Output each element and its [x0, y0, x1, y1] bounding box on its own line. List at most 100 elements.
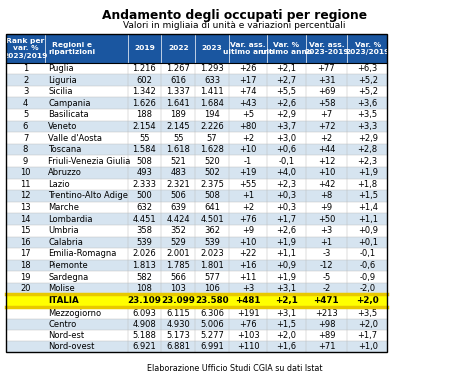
Text: +1: +1 [320, 238, 333, 247]
Text: 189: 189 [170, 110, 186, 119]
Text: +50: +50 [318, 215, 335, 224]
Text: Emilia-Romagna: Emilia-Romagna [48, 249, 117, 258]
Text: 4: 4 [23, 99, 28, 108]
Text: 1.216: 1.216 [133, 64, 156, 73]
Text: 493: 493 [136, 168, 152, 177]
Text: 616: 616 [170, 76, 186, 85]
Text: 23.580: 23.580 [195, 296, 229, 306]
Text: 5.188: 5.188 [133, 331, 156, 340]
Text: -0,6: -0,6 [360, 261, 376, 270]
Text: 3: 3 [23, 87, 28, 96]
Text: +76: +76 [239, 215, 257, 224]
Text: +55: +55 [239, 180, 257, 189]
Text: +1,7: +1,7 [358, 331, 378, 340]
Text: Nord-ovest: Nord-ovest [48, 342, 95, 351]
Text: +1,9: +1,9 [277, 238, 296, 247]
Text: ITALIA: ITALIA [48, 296, 79, 306]
Text: Abruzzo: Abruzzo [48, 168, 82, 177]
Text: +3: +3 [242, 284, 254, 293]
Text: 14: 14 [20, 215, 31, 224]
Text: +2,0: +2,0 [356, 296, 379, 306]
Text: -2: -2 [322, 284, 331, 293]
Text: 6.115: 6.115 [166, 309, 190, 318]
Bar [6, 63, 387, 74]
Text: +2,7: +2,7 [277, 76, 296, 85]
Text: 358: 358 [136, 226, 152, 235]
Text: -2,0: -2,0 [360, 284, 376, 293]
Text: +44: +44 [318, 145, 335, 154]
Text: +1,6: +1,6 [277, 342, 296, 351]
Text: +77: +77 [318, 64, 335, 73]
Text: Nord-est: Nord-est [48, 331, 84, 340]
Text: +3,1: +3,1 [277, 284, 296, 293]
Text: +58: +58 [318, 99, 335, 108]
Text: Valori in migliaia di unità e variazioni percentuali: Valori in migliaia di unità e variazioni… [123, 21, 346, 30]
Text: 639: 639 [170, 203, 186, 212]
Text: Umbria: Umbria [48, 226, 79, 235]
Bar [6, 213, 387, 225]
Text: 1.411: 1.411 [200, 87, 224, 96]
Text: Lombardia: Lombardia [48, 215, 93, 224]
Text: Basilicata: Basilicata [48, 110, 89, 119]
Text: 1.337: 1.337 [166, 87, 190, 96]
Text: +1,5: +1,5 [277, 320, 296, 329]
Text: +0,6: +0,6 [277, 145, 296, 154]
Text: +26: +26 [239, 64, 257, 73]
Text: 4.451: 4.451 [133, 215, 156, 224]
Text: 2022: 2022 [168, 46, 189, 51]
Text: +1: +1 [242, 192, 254, 201]
Text: 362: 362 [204, 226, 220, 235]
Text: +2,8: +2,8 [358, 145, 378, 154]
Text: Var. ass.
ultimo anno: Var. ass. ultimo anno [222, 42, 274, 55]
Text: -0,9: -0,9 [360, 272, 376, 282]
Text: 2: 2 [23, 76, 28, 85]
Text: 2019: 2019 [134, 46, 155, 51]
Text: 19: 19 [20, 272, 31, 282]
Bar [6, 34, 387, 63]
Text: +1,8: +1,8 [358, 180, 378, 189]
Text: -12: -12 [320, 261, 333, 270]
Text: 55: 55 [173, 133, 183, 142]
Text: +110: +110 [237, 342, 259, 351]
Bar [6, 120, 387, 132]
Text: +0,3: +0,3 [277, 203, 296, 212]
Text: 23.109: 23.109 [128, 296, 161, 306]
Text: Var. ass.
2023-2019: Var. ass. 2023-2019 [304, 42, 349, 55]
Text: 566: 566 [170, 272, 186, 282]
Text: 539: 539 [136, 238, 152, 247]
Text: 2.026: 2.026 [133, 249, 156, 258]
Text: 5.006: 5.006 [200, 320, 224, 329]
Text: +9: +9 [242, 226, 254, 235]
Text: +2,1: +2,1 [277, 64, 296, 73]
Text: 2023: 2023 [202, 46, 222, 51]
Text: +12: +12 [318, 157, 335, 166]
Text: +74: +74 [239, 87, 257, 96]
Text: Sardegna: Sardegna [48, 272, 89, 282]
Text: +0,9: +0,9 [358, 226, 378, 235]
Text: 2.001: 2.001 [166, 249, 190, 258]
Text: +2,6: +2,6 [277, 226, 296, 235]
Bar [6, 271, 387, 283]
Text: +2,0: +2,0 [277, 331, 296, 340]
Text: +3,1: +3,1 [277, 309, 296, 318]
Text: +5,2: +5,2 [358, 87, 378, 96]
Text: 9: 9 [23, 157, 28, 166]
Text: +98: +98 [318, 320, 335, 329]
Text: +69: +69 [318, 87, 335, 96]
Text: Valle d'Aosta: Valle d'Aosta [48, 133, 102, 142]
Text: +2,3: +2,3 [277, 180, 296, 189]
Bar [6, 307, 387, 318]
Text: +2: +2 [320, 133, 333, 142]
Text: 18: 18 [20, 261, 31, 270]
Bar [6, 97, 387, 109]
Text: -3: -3 [322, 249, 331, 258]
Text: +103: +103 [237, 331, 259, 340]
Text: +213: +213 [315, 309, 338, 318]
Text: +11: +11 [239, 272, 257, 282]
Text: 194: 194 [204, 110, 220, 119]
Text: +16: +16 [239, 261, 257, 270]
Text: 1.641: 1.641 [166, 99, 190, 108]
Text: 1.801: 1.801 [200, 261, 224, 270]
Text: 2.321: 2.321 [166, 180, 190, 189]
Text: 506: 506 [170, 192, 186, 201]
